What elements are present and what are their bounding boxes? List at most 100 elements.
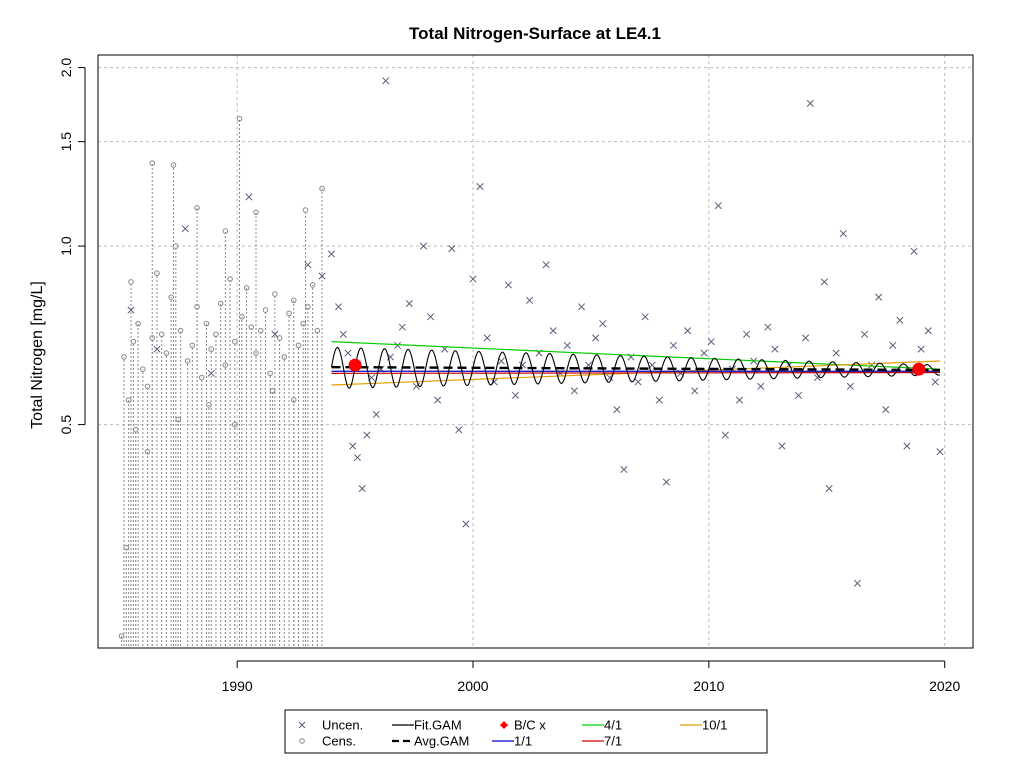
uncensored-point (434, 396, 442, 404)
legend-item: Avg.GAM (392, 734, 469, 749)
censored-point (206, 401, 212, 408)
legend-label: Uncen. (322, 718, 363, 733)
censored-point (272, 291, 278, 297)
censored-point (189, 342, 196, 349)
uncensored-point (476, 183, 484, 191)
censored-point (170, 162, 177, 168)
legend-label: 7/1 (604, 734, 622, 749)
censored-point (184, 358, 191, 364)
legend-label: Avg.GAM (414, 734, 469, 749)
y-tick-label: 0.5 (58, 415, 74, 435)
censored-point (295, 342, 302, 349)
censored-point (286, 310, 292, 317)
uncensored-point (936, 448, 944, 456)
uncensored-point (455, 426, 463, 434)
uncensored-point (511, 391, 520, 399)
uncensored-point (335, 303, 343, 311)
x-tick-label: 2000 (457, 678, 488, 694)
censored-point (319, 185, 325, 192)
uncensored-point (358, 485, 366, 493)
legend-label: Fit.GAM (414, 718, 462, 733)
legend-item: Fit.GAM (392, 718, 462, 733)
uncensored-point (372, 410, 380, 419)
uncensored-point (577, 303, 586, 311)
censored-point (144, 383, 151, 390)
uncensored-point (735, 396, 744, 404)
uncensored-point (405, 299, 413, 308)
uncensored-point (868, 361, 876, 369)
bc-point (912, 362, 926, 376)
uncensored-point (820, 278, 828, 286)
legend-symbol (298, 721, 306, 729)
legend-symbol (299, 738, 305, 744)
uncensored-point (339, 330, 347, 338)
plot-frame (97, 54, 974, 649)
uncensored-point (669, 341, 678, 349)
censored-point (154, 270, 160, 277)
censored-point (227, 276, 233, 282)
uncensored-point (634, 378, 642, 386)
uncensored-point (382, 77, 390, 85)
uncensored-point (620, 465, 628, 474)
censored-point (132, 426, 139, 433)
censored-point (140, 366, 146, 372)
uncensored-point (707, 338, 715, 346)
uncensored-point (448, 245, 456, 253)
censored-point (123, 544, 130, 551)
legend-item: Cens. (299, 734, 356, 749)
uncensored-point (931, 378, 939, 386)
censored-point (267, 370, 273, 377)
legend-item: 7/1 (582, 734, 622, 749)
censored-point (300, 320, 306, 327)
uncensored-point (757, 382, 765, 390)
uncensored-point (684, 327, 692, 335)
uncensored-point (903, 442, 911, 450)
censored-point (257, 327, 264, 334)
uncensored-point (771, 345, 779, 353)
uncensored-point (691, 387, 699, 395)
uncensored-point (349, 442, 357, 450)
uncensored-point (363, 431, 371, 439)
censored-point (198, 374, 205, 381)
censored-point (222, 362, 229, 368)
censored-point (231, 338, 238, 345)
uncensored-point (419, 242, 428, 250)
uncensored-layer (127, 77, 944, 587)
legend-item: 1/1 (492, 734, 532, 749)
censored-point (231, 421, 238, 428)
censored-point (163, 350, 170, 356)
censored-point (243, 285, 250, 291)
legend-item: 10/1 (680, 718, 727, 733)
censored-point (248, 324, 255, 330)
legend-label: 10/1 (702, 718, 727, 733)
chart-title: Total Nitrogen-Surface at LE4.1 (409, 24, 661, 43)
censored-point (135, 320, 141, 327)
legend-label: 1/1 (514, 734, 532, 749)
uncensored-point (469, 275, 477, 283)
y-axis-title: Total Nitrogen [mg/L] (29, 281, 46, 429)
uncensored-point (700, 349, 708, 357)
axis-layer: 1990 2000 2010 2020 0.5 1.0 1.5 2.0 (58, 58, 960, 694)
censored-point (309, 282, 316, 288)
censored-layer (118, 115, 325, 646)
uncensored-point (245, 193, 253, 201)
uncensored-point (153, 345, 161, 353)
uncensored-point (889, 341, 897, 349)
legend-label: 4/1 (604, 718, 622, 733)
censored-point (269, 388, 276, 394)
uncensored-point (181, 225, 189, 233)
uncensored-point (801, 334, 810, 342)
uncensored-point (655, 396, 663, 404)
uncensored-point (613, 406, 621, 414)
uncensored-point (327, 250, 336, 258)
bc-layer (348, 358, 926, 376)
uncensored-point (549, 327, 557, 335)
uncensored-point (426, 313, 435, 321)
x-tick-label: 2010 (693, 678, 724, 694)
line-layer (330, 341, 941, 389)
uncensored-point (743, 330, 751, 338)
uncensored-point (318, 272, 326, 280)
uncensored-point (875, 293, 883, 301)
